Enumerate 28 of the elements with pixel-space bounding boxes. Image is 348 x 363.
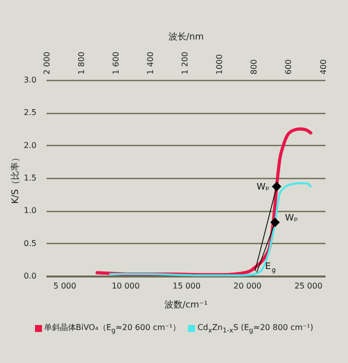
x-tick-label: 25 000 <box>294 282 322 290</box>
x2-axis-title: 波长/nm <box>168 32 204 43</box>
x-tick-label: 20 000 <box>234 282 262 290</box>
y-tick-label: 0.0 <box>24 272 36 280</box>
x2-tick-label: 400 <box>318 59 328 74</box>
y-axis-title: K/S（比率） <box>10 153 21 204</box>
y-tick-label: 1.0 <box>24 206 36 216</box>
x2-tick-label: 1 200 <box>180 52 190 74</box>
x2-tick-label: 1 400 <box>146 52 156 74</box>
annotation: Wₚ <box>285 213 298 224</box>
x2-tick-label: 1 600 <box>111 52 120 74</box>
x2-tick-label: 1000 <box>215 54 224 74</box>
y-tick-label: 2.0 <box>24 140 36 150</box>
y-tick-label: 1.5 <box>24 174 36 182</box>
y-tick-label: 3.0 <box>24 76 36 84</box>
x2-tick-label: 600 <box>284 59 294 74</box>
legend-label: 单斜晶体BiVO₄（E$_{g}$≈20 600 cm⁻¹） <box>44 322 180 335</box>
x2-tick-label: 2 000 <box>42 52 52 74</box>
legend-label: Cd$_{x}$Zn$_{1-x}$S (E$_{g}$≈20 800 cm⁻¹) <box>197 322 314 334</box>
x-axis-title: 波数/cm⁻¹ <box>164 300 208 310</box>
x-tick-label: 10 000 <box>112 282 140 290</box>
x-tick-label: 5 000 <box>53 282 76 290</box>
y-tick-label: 0.5 <box>24 238 36 248</box>
x-tick-label: 15 000 <box>172 282 201 290</box>
annotation: Wₚ <box>256 182 270 192</box>
x2-tick-label: 1 800 <box>76 52 86 74</box>
x2-tick-label: 800 <box>250 59 259 74</box>
y-tick-label: 2.5 <box>24 108 36 118</box>
